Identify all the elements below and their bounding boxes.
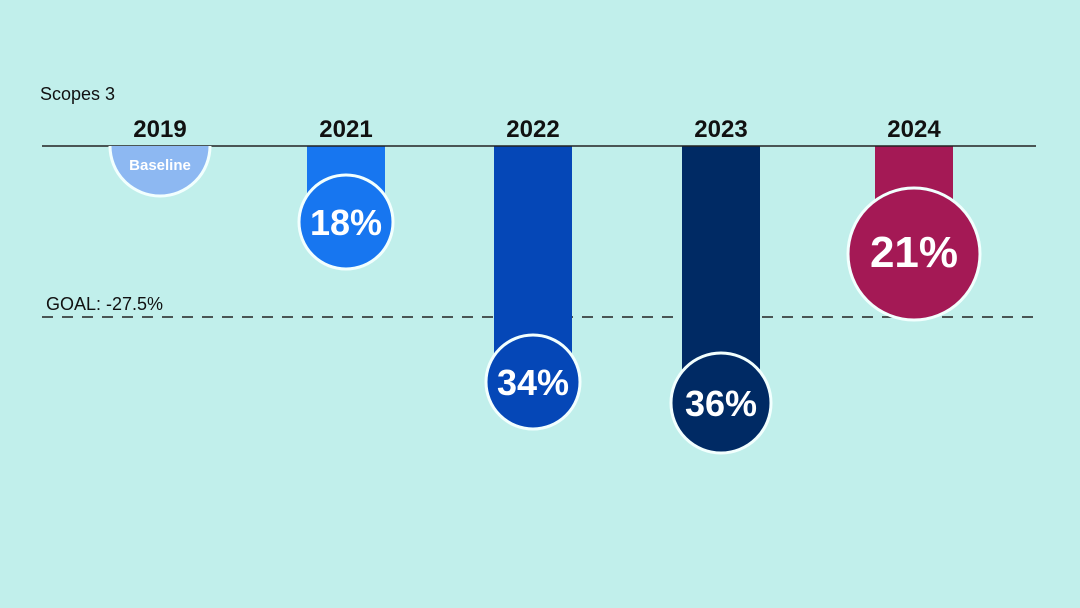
goal-label: GOAL: -27.5% (46, 294, 166, 315)
value-label-2021: 18% (310, 202, 382, 243)
x-tick-label-2022: 2022 (506, 116, 559, 143)
x-tick-label-2023: 2023 (694, 116, 747, 143)
value-badge-2022 (484, 333, 582, 431)
baseline-badge (108, 146, 212, 198)
value-badge-2023 (669, 351, 773, 455)
value-label-2023: 36% (685, 383, 757, 424)
value-badge-2024 (846, 186, 982, 322)
value-badge-2021 (297, 173, 395, 271)
x-tick-label-2021: 2021 (319, 116, 372, 143)
value-label-2024: 21% (870, 228, 958, 277)
scope-label: Scopes 3 (40, 84, 116, 104)
x-tick-label-2024: 2024 (887, 116, 941, 143)
baseline-label: Baseline (129, 157, 191, 174)
value-label-2022: 34% (497, 362, 569, 403)
x-tick-label-2019: 2019 (133, 116, 186, 143)
